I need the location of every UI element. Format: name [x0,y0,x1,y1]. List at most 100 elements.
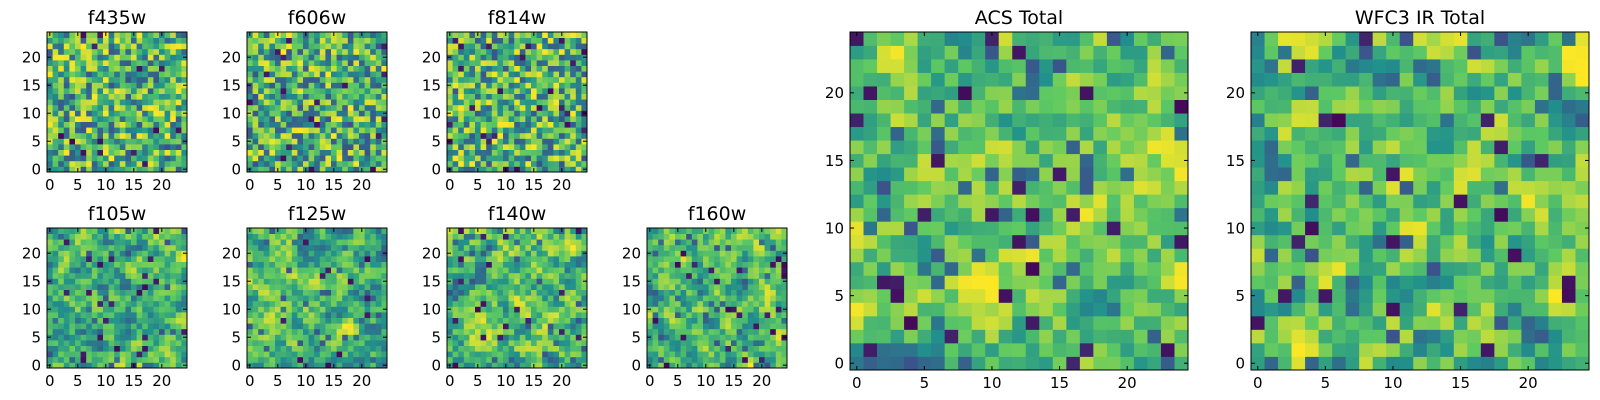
heatmap-cell [647,267,653,274]
heatmap-cell [658,334,665,341]
heatmap-cell [447,340,453,346]
heatmap-cell [508,340,515,346]
heatmap-cell [347,228,354,234]
heatmap-cell [508,110,515,117]
heatmap-cell [581,244,588,251]
heatmap-cell [108,267,115,274]
heatmap-cell [303,300,309,307]
heatmap-cell [503,104,509,111]
heatmap-cell [125,328,132,335]
heatmap-cell [463,54,470,61]
heatmap-cell [114,76,121,83]
heatmap-cell [447,37,453,44]
heatmap-cell [297,317,304,324]
heatmap-cell [753,362,760,369]
heatmap-cell [325,110,332,117]
heatmap-cell [669,233,676,240]
heatmap-cell [142,345,149,352]
heatmap-cell [491,239,498,246]
heatmap-cell [547,228,554,234]
heatmap-cell [536,345,543,352]
heatmap-cell [47,116,53,122]
heatmap-cell [547,116,554,122]
heatmap-cell [181,48,188,55]
heatmap-cell [52,116,59,122]
heatmap-cell [119,104,126,111]
heatmap-cell [69,144,76,150]
heatmap-cell [781,239,788,246]
heatmap-cell [63,267,70,274]
x-tick-label: 10 [696,372,715,390]
heatmap-cell [91,99,98,106]
heatmap-cell [364,295,371,302]
heatmap-cell [252,317,259,324]
heatmap-cell [314,54,321,61]
heatmap-cell [458,138,465,145]
heatmap-cell [52,345,59,352]
heatmap-cell [319,261,326,268]
heatmap-cell [170,138,177,145]
heatmap-cell [463,267,470,274]
heatmap-cell [480,82,487,89]
heatmap-cell [542,144,549,150]
heatmap-cell [331,82,337,89]
heatmap-cell [904,234,918,249]
heatmap-cell [63,116,70,122]
heatmap-cell [669,272,676,279]
heatmap-cell [503,155,509,162]
heatmap-cell [275,233,281,240]
heatmap-cell [669,351,676,358]
heatmap-cell [280,144,287,150]
heatmap-cell [147,300,154,307]
heatmap-cell [719,340,726,346]
heatmap-cell [452,323,459,330]
heatmap-cell [58,155,65,162]
heatmap-cell [1093,288,1108,303]
heatmap-cell [931,329,946,344]
heatmap-cells-f140w [447,228,588,369]
heatmap-cell [447,132,453,139]
heatmap-cell [944,329,959,344]
heatmap-cell [725,267,732,274]
heatmap-cell [75,110,81,117]
heatmap-cell [142,300,149,307]
heatmap-cell [147,104,154,111]
heatmap-cell [52,144,59,150]
heatmap-cell [480,32,487,38]
heatmap-cell [463,82,470,89]
heatmap-cell [275,138,281,145]
heatmap-cell [69,228,76,234]
heatmap-cell [669,278,676,285]
heatmap-cell [719,295,726,302]
heatmap-cell [136,60,143,66]
heatmap-cell [697,334,704,341]
heatmap-cell [69,166,76,173]
heatmap-cell [114,144,121,150]
heatmap-cell [353,345,360,352]
heatmap-cell [1025,261,1040,276]
heatmap-cell [680,267,687,274]
heatmap-cell [514,233,521,240]
heatmap-cell [52,132,59,139]
heatmap-cell [136,289,143,296]
heatmap-cell [570,88,577,94]
heatmap-cell [269,239,276,246]
heatmap-cell [781,233,788,240]
x-tick-label: 20 [152,176,171,194]
heatmap-cell [736,272,743,279]
heatmap-cell [714,256,721,262]
heatmap-cell [452,300,459,307]
heatmap-cell [691,328,698,335]
heatmap-cell [452,289,459,296]
heatmap-cell [480,60,487,66]
heatmap-cell [280,239,287,246]
heatmap-cell [336,160,343,167]
heatmap-cell [291,323,298,330]
heatmap-cell [719,261,726,268]
heatmap-cell [452,88,459,94]
heatmap-cell [153,289,160,296]
heatmap-cell [331,356,337,363]
heatmap-cell [1120,180,1135,195]
heatmap-cell [247,160,253,167]
heatmap-cell [547,48,554,55]
